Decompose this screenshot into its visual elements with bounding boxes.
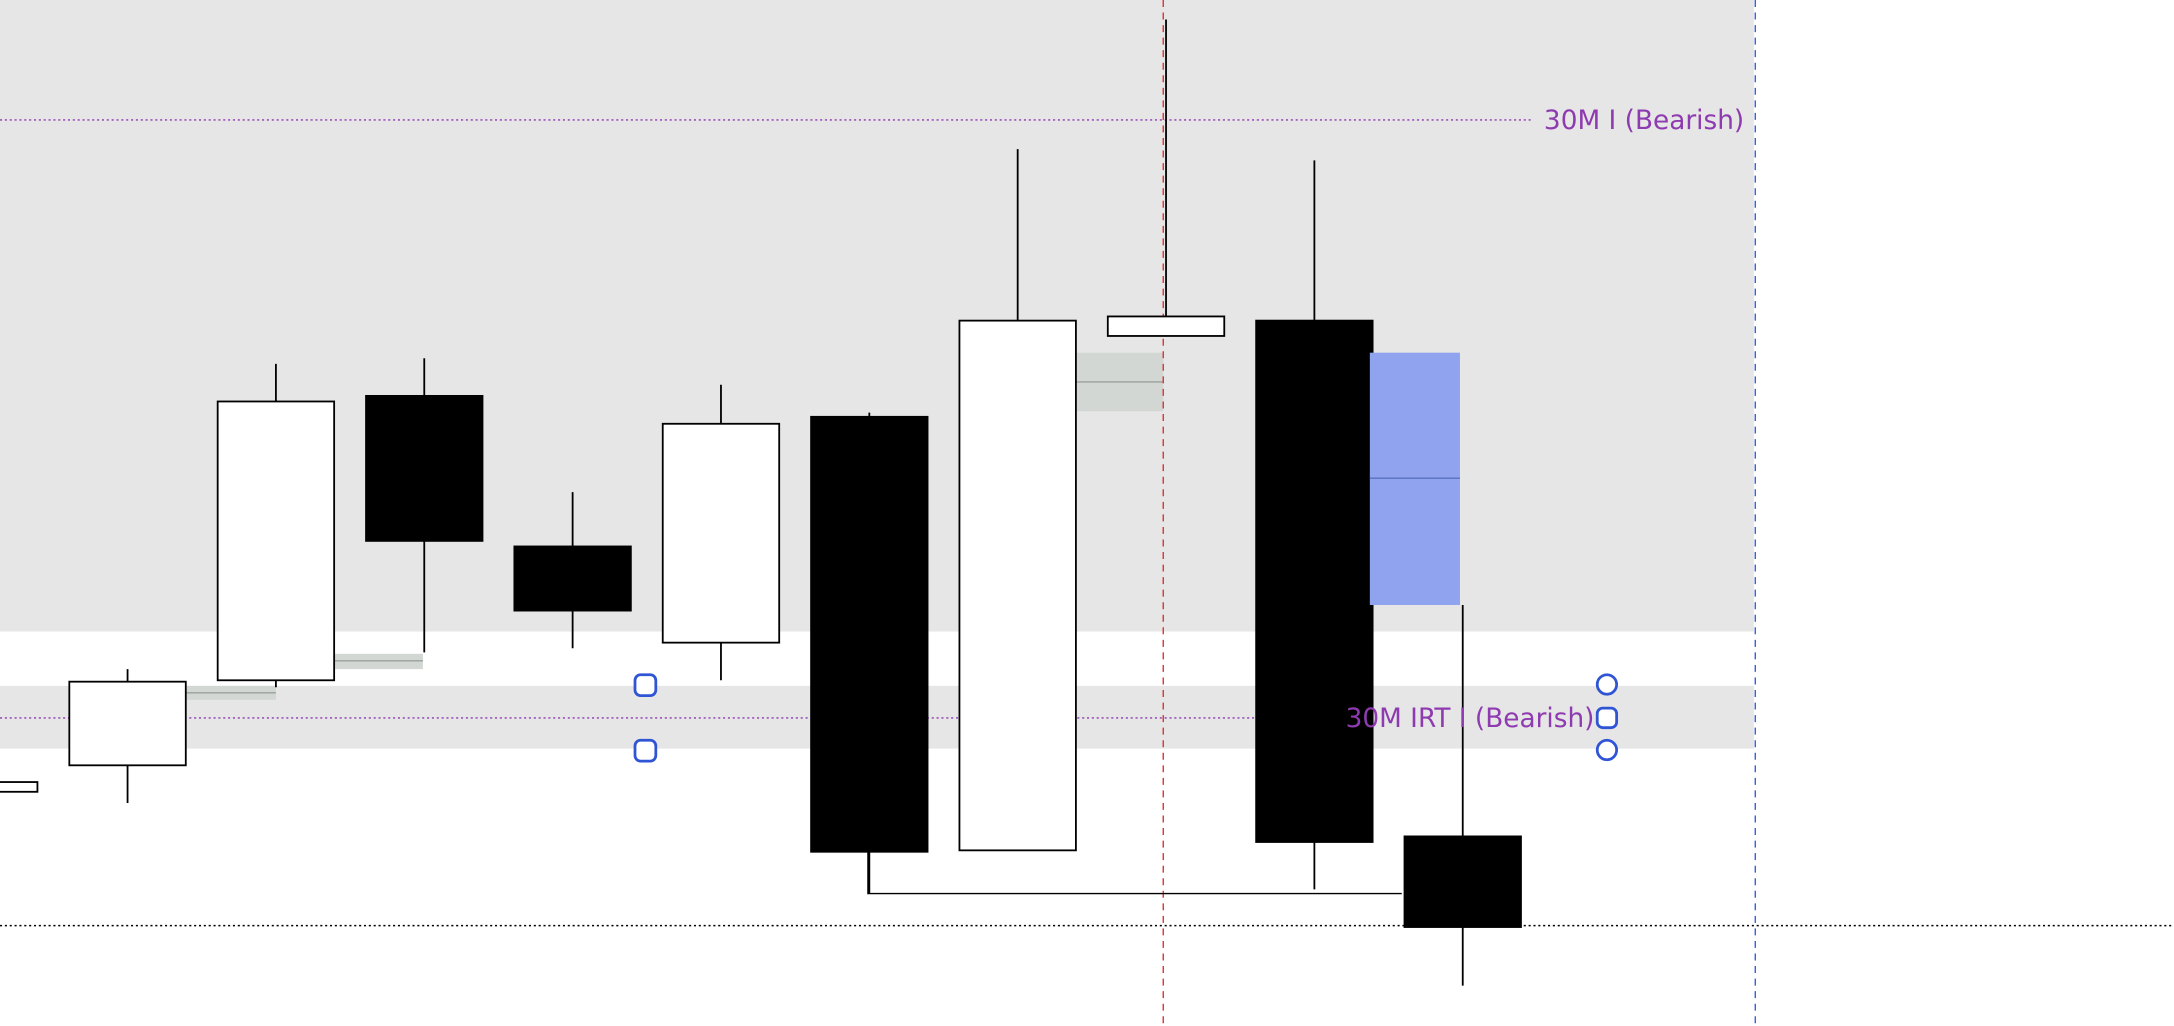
handle[interactable] <box>633 673 658 698</box>
candle-body <box>0 781 39 793</box>
candle-body <box>1106 315 1226 337</box>
candle-body <box>1255 319 1374 843</box>
candle-body <box>661 422 781 644</box>
handle[interactable] <box>633 738 658 763</box>
handle[interactable] <box>1595 673 1619 696</box>
candle-body <box>958 319 1077 852</box>
candle-body <box>513 545 632 612</box>
handle[interactable] <box>1595 706 1619 730</box>
annotation: 30M IRT I (Bearish) <box>1346 703 1595 734</box>
connector <box>867 851 1402 895</box>
candle-body <box>1403 835 1522 928</box>
candles <box>0 19 1522 986</box>
candle-body <box>216 400 336 682</box>
candle-body <box>810 415 929 853</box>
candle-body <box>68 680 187 767</box>
handle[interactable] <box>1595 738 1619 762</box>
annotation: 30M I (Bearish) <box>1544 105 1744 136</box>
candle-body <box>365 394 484 542</box>
